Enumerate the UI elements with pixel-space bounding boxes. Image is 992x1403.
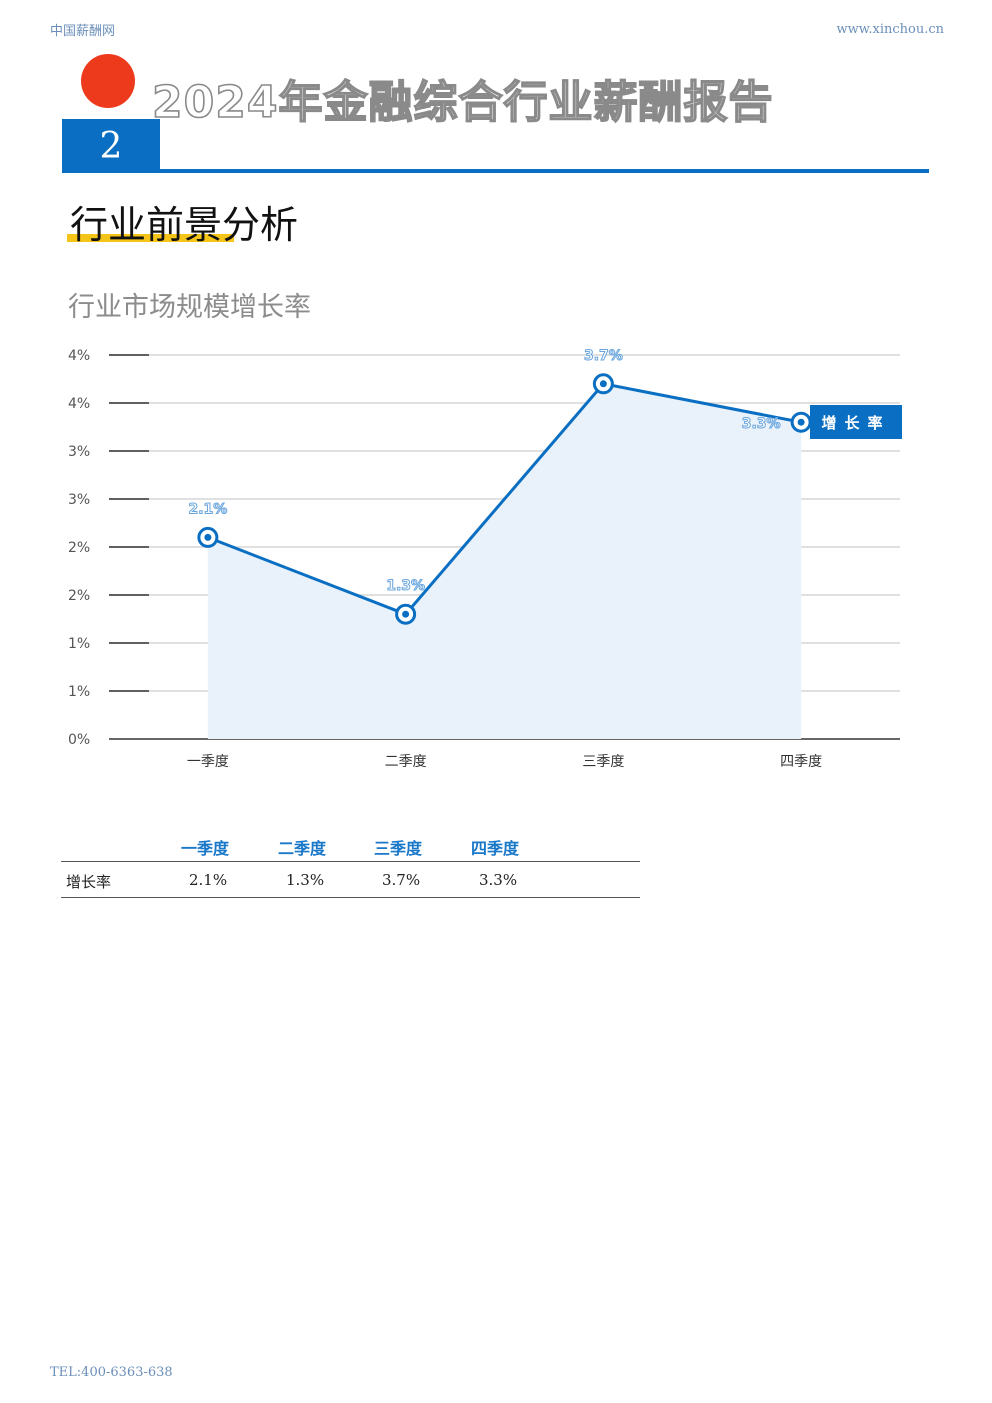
- y-tick-label: 2%: [68, 540, 90, 556]
- x-tick-label: 四季度: [780, 754, 822, 770]
- series-area: [207, 383, 802, 739]
- site-url[interactable]: www.xinchou.cn: [836, 22, 944, 37]
- data-table: 一季度 二季度 三季度 四季度 增长率 2.1% 1.3% 3.7% 3.3%: [61, 828, 640, 898]
- table-row-label: 增长率: [66, 873, 112, 891]
- section-title: 行业前景分析: [70, 203, 299, 247]
- table-cell-q4: 3.3%: [479, 871, 518, 889]
- site-name: 中国薪酬网: [50, 24, 116, 39]
- data-label: 2.1%: [188, 501, 227, 517]
- table-header-q4: 四季度: [471, 839, 520, 858]
- data-point-center: [599, 380, 607, 388]
- table-cell-q2: 1.3%: [286, 871, 325, 889]
- footer-tel: TEL:400-6363-638: [50, 1365, 173, 1380]
- data-label: 3.3%: [742, 416, 781, 432]
- chapter-divider-line: [62, 169, 929, 173]
- data-point-center: [204, 533, 212, 541]
- y-tick-label: 2%: [68, 588, 90, 604]
- data-label: 1.3%: [386, 578, 425, 594]
- table-header-q2: 二季度: [278, 839, 327, 858]
- legend-label: 增长率: [821, 414, 890, 432]
- y-tick-label: 3%: [68, 492, 90, 508]
- y-tick-label: 1%: [68, 636, 90, 652]
- series-line-growth-rate: [207, 382, 802, 616]
- growth-rate-line-chart: 0% 1% 1% 2% 2% 3% 3% 4% 4% 2.1% 一季度 1.3% 二季度 3.7% 三季度 3…: [68, 347, 902, 770]
- data-label: 3.7%: [584, 348, 623, 364]
- x-tick-label: 一季度: [187, 754, 229, 770]
- report-title: 2024年金融综合行业薪酬报告: [151, 76, 774, 129]
- table-header-q3: 三季度: [374, 839, 423, 858]
- y-tick-label: 0%: [68, 732, 90, 748]
- chapter-number: 2: [99, 125, 123, 167]
- chart-title: 行业市场规模增长率: [68, 292, 311, 323]
- table-header-row: 一季度 二季度 三季度 四季度: [61, 828, 640, 862]
- data-point-center: [797, 418, 805, 426]
- chapter-number-box: 2: [62, 119, 160, 173]
- table-row: 增长率 2.1% 1.3% 3.7% 3.3%: [61, 862, 640, 898]
- y-tick-label: 4%: [68, 396, 90, 412]
- data-point-center: [402, 610, 410, 618]
- y-tick-label: 1%: [68, 684, 90, 700]
- x-tick-label: 二季度: [385, 754, 427, 770]
- y-tick-label: 4%: [68, 348, 90, 364]
- y-tick-label: 3%: [68, 444, 90, 460]
- x-tick-label: 三季度: [582, 754, 624, 770]
- red-dot-decoration: [81, 54, 135, 108]
- table-cell-q1: 2.1%: [189, 871, 228, 889]
- table-header-q1: 一季度: [181, 839, 230, 858]
- table-cell-q3: 3.7%: [382, 871, 421, 889]
- legend-box: [810, 405, 902, 439]
- section-title-highlight: [67, 234, 234, 242]
